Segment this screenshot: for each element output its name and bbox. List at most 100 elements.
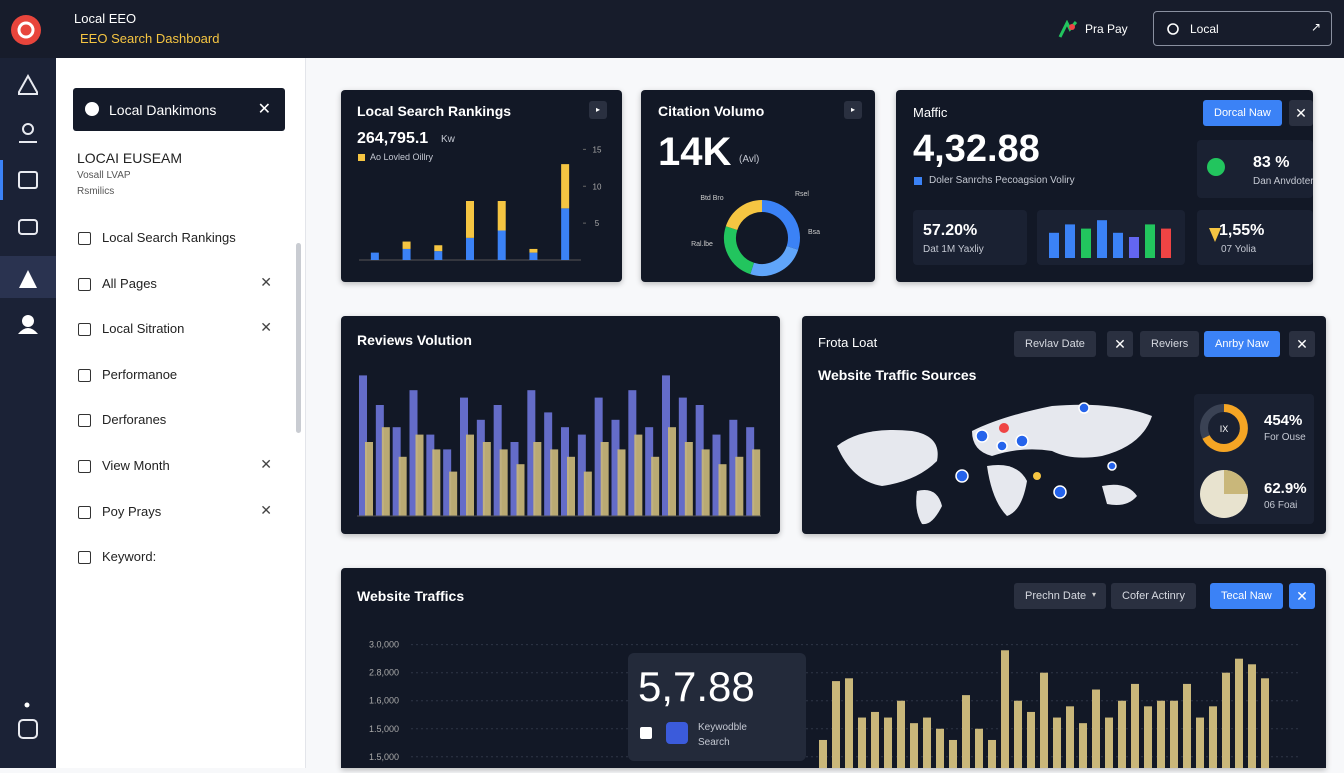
y-tick-label: 1.5,000 [369, 724, 399, 734]
nav-item[interactable]: Keyword: [76, 547, 282, 569]
bar [516, 464, 525, 516]
bar [871, 711, 879, 768]
nav-icon [78, 277, 91, 291]
bar [432, 449, 441, 516]
bar-segment [561, 208, 570, 260]
nav-icon [78, 551, 91, 565]
doc-icon[interactable] [18, 171, 38, 189]
nav-close[interactable]: ✕ [260, 273, 272, 290]
nav-item[interactable]: Derforanes [76, 410, 282, 432]
close-button[interactable]: ✕ [1289, 100, 1313, 126]
bar [577, 434, 586, 516]
user-name[interactable]: Pra Pay [1085, 22, 1128, 36]
date-dropdown[interactable]: Prechn Date [1014, 583, 1107, 609]
action-button[interactable]: Anrby Naw [1204, 331, 1280, 357]
bar [701, 449, 710, 516]
settings-icon[interactable] [18, 719, 38, 739]
action-button[interactable]: Tecal Naw [1210, 583, 1283, 609]
nav-label: View Month [102, 458, 170, 473]
bar [746, 427, 755, 516]
bar [668, 427, 676, 516]
scrollbar[interactable] [296, 243, 301, 433]
filter-button[interactable]: Revlav Date [1014, 331, 1096, 357]
bar [988, 739, 996, 768]
traffic-chart: 3.0,000 2.8,000 1.6,000 1.5,000 1.5,000 [369, 640, 1301, 768]
nav-close[interactable]: ✕ [260, 319, 272, 336]
donut-arc [1202, 404, 1248, 452]
bar [678, 397, 687, 516]
panel-close[interactable]: ✕ [257, 101, 271, 118]
nav-item[interactable]: All Pages ✕ [76, 274, 282, 296]
bar [381, 427, 390, 516]
map-pin [955, 469, 969, 483]
bar [476, 419, 485, 516]
legend-swatch [914, 177, 922, 185]
person-icon[interactable] [22, 315, 34, 327]
nav-label: Keyword: [102, 549, 157, 565]
panel-header[interactable]: Local Dankimons ✕ [73, 88, 285, 131]
nav-close[interactable]: ✕ [260, 456, 272, 472]
bar [493, 405, 502, 516]
legend-swatch [358, 154, 365, 161]
map-pin [1015, 434, 1029, 448]
home-icon[interactable] [18, 73, 38, 95]
action-button[interactable]: Dorcal Naw [1203, 100, 1282, 126]
bar-segment [370, 252, 379, 260]
nav-item[interactable]: Performanoe [76, 365, 282, 387]
y-tick-label: 1.6,000 [369, 696, 399, 706]
close-button[interactable]: ✕ [1107, 331, 1133, 357]
bar [1235, 658, 1243, 768]
dot [24, 702, 30, 708]
rail-icons [0, 73, 56, 739]
bar [936, 728, 944, 768]
active-marker [0, 160, 3, 200]
stat-label: For Ouse [1264, 432, 1306, 443]
nav-item[interactable]: Poy Prays ✕ [76, 502, 282, 524]
bar [1196, 717, 1204, 768]
store-icon[interactable] [19, 270, 37, 288]
bar [594, 397, 603, 516]
bar [1129, 237, 1139, 258]
bar [1222, 672, 1230, 768]
tooltip: 5,7.88 Keywodble Search [628, 653, 806, 761]
bar [628, 390, 637, 516]
stat-label: Dan Anvdoter [1253, 176, 1313, 187]
filter-button[interactable]: Cofer Actinry [1111, 583, 1196, 609]
bar [962, 695, 970, 768]
bar [712, 434, 721, 516]
donut-label: Btd Bro [700, 195, 723, 202]
bar [1092, 689, 1100, 768]
expand-button[interactable]: ▸ [844, 101, 862, 119]
section-line: Rsmilics [77, 186, 115, 197]
close-button[interactable]: ✕ [1289, 583, 1315, 609]
bar [923, 717, 931, 768]
close-button[interactable]: ✕ [1289, 331, 1315, 357]
screen-icon[interactable] [18, 219, 38, 235]
checkbox[interactable] [640, 727, 652, 739]
kpi-value: 14K [658, 130, 732, 174]
nav-item[interactable]: Local Sitration ✕ [76, 319, 282, 341]
bar [1066, 706, 1074, 768]
bar-segment [561, 164, 570, 209]
filter-button[interactable]: Reviers [1140, 331, 1200, 357]
section-line: Vosall LVAP [77, 170, 131, 181]
nav-icon [78, 232, 91, 245]
bar [684, 442, 693, 516]
nav-icon [78, 323, 91, 337]
y-tick-label: 10 [593, 182, 602, 191]
nav-close[interactable]: ✕ [260, 501, 272, 518]
user-icon[interactable] [22, 123, 34, 135]
nav-item[interactable]: View Month ✕ [76, 456, 282, 478]
bar [884, 717, 892, 768]
panel-title: Local Dankimons [109, 102, 217, 118]
location-select[interactable]: Local ↗ [1153, 11, 1332, 46]
bar [634, 434, 643, 516]
mini-bar-chart [1037, 210, 1185, 265]
nav-item[interactable]: Local Search Rankings [76, 228, 282, 250]
expand-button[interactable]: ▸ [589, 101, 607, 119]
stat-label: Dat 1M Yaxliy [923, 244, 984, 255]
bar [1081, 228, 1091, 258]
stat-box: 1,55% 07 Yolia [1197, 210, 1313, 265]
kpi-unit: (Avl) [739, 154, 760, 165]
stat-value: 454% [1264, 412, 1303, 429]
